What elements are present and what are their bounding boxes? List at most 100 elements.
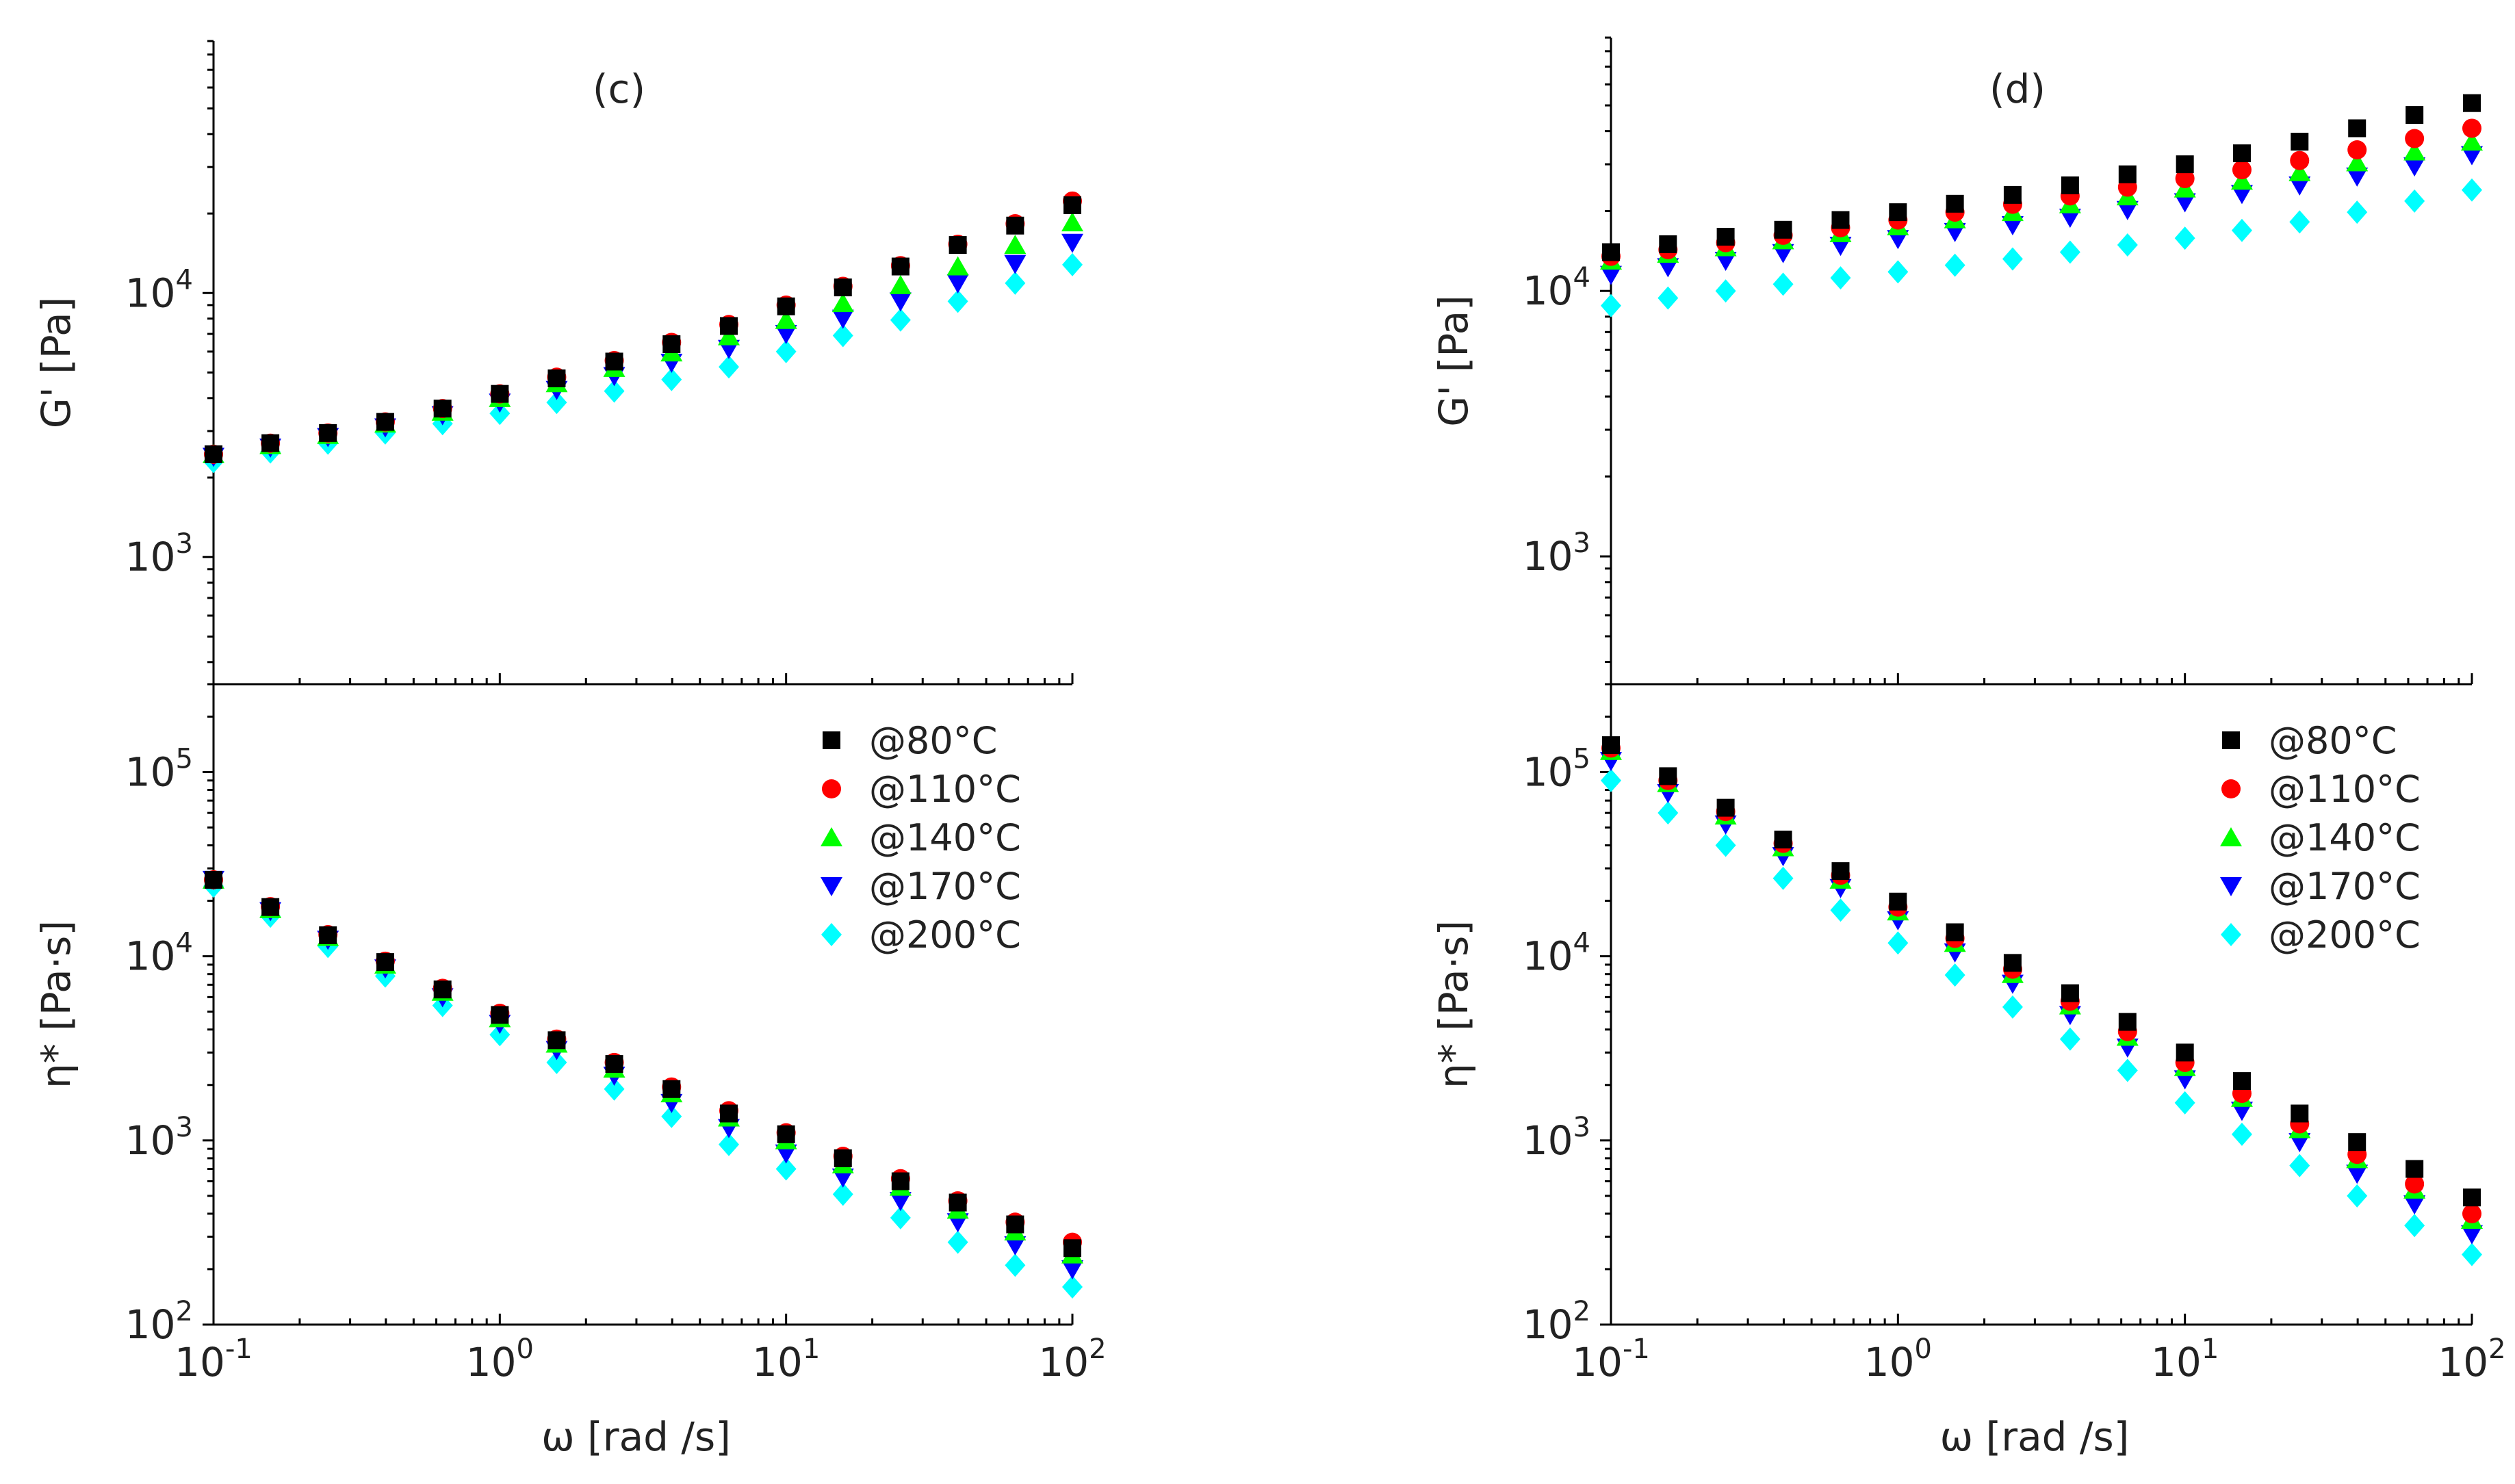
data-point: [1830, 266, 1851, 290]
legend-label: @170°C: [2269, 865, 2421, 908]
legend-label: @110°C: [869, 768, 1021, 811]
data-point: [662, 1080, 681, 1098]
data-point: [1005, 1253, 1026, 1277]
data-point: [2404, 1214, 2425, 1238]
series-110-c: [204, 191, 1082, 464]
data-point: [2461, 1225, 2483, 1245]
legend-label: @140°C: [2269, 816, 2421, 859]
data-point: [2403, 141, 2426, 161]
data-point: [949, 1193, 967, 1212]
data-point: [1772, 866, 1794, 890]
legend-entry: @80°C: [823, 719, 997, 762]
data-point: [832, 324, 853, 348]
data-point: [1601, 294, 1621, 317]
data-point: [947, 1230, 968, 1254]
data-point: [831, 293, 854, 313]
data-point: [661, 367, 682, 391]
series-80-c: [1602, 736, 2481, 1207]
y-axis-title: G' [Pa]: [1430, 295, 1477, 427]
data-point: [834, 1149, 852, 1167]
legend-marker: [2222, 731, 2240, 749]
data-point: [376, 413, 394, 431]
data-point: [2406, 106, 2424, 125]
data-point: [433, 980, 452, 999]
data-point: [1004, 235, 1027, 255]
data-point: [947, 289, 968, 313]
data-point: [1659, 767, 1677, 785]
y-tick-label: 105: [1523, 743, 1590, 795]
data-point: [2230, 170, 2253, 190]
data-point: [1944, 963, 1965, 987]
data-point: [720, 317, 738, 335]
data-point: [946, 274, 969, 294]
data-point: [2117, 233, 2138, 257]
data-point: [1889, 203, 1907, 222]
data-point: [1889, 892, 1907, 911]
panel-label: (d): [1989, 66, 2046, 112]
data-point: [1004, 255, 1027, 274]
data-point: [1658, 286, 1679, 310]
data-point: [261, 434, 280, 452]
data-point: [775, 1157, 797, 1181]
data-point: [1602, 736, 1620, 755]
data-point: [775, 339, 797, 363]
data-point: [1715, 833, 1736, 857]
data-point: [205, 445, 222, 463]
data-point: [2347, 1184, 2368, 1208]
data-point: [1772, 272, 1794, 296]
data-point: [661, 1104, 682, 1128]
data-point: [491, 385, 509, 403]
legend-entry: @140°C: [821, 816, 1021, 859]
legend-label: @110°C: [2269, 768, 2421, 811]
legend-entry: @110°C: [822, 768, 1021, 811]
x-axis-title: ω [rad /s]: [1940, 1414, 2130, 1460]
data-point: [2002, 995, 2023, 1019]
data-point: [1602, 243, 1620, 261]
data-point: [2230, 185, 2253, 205]
data-point: [949, 236, 967, 255]
data-point: [719, 355, 740, 379]
data-point: [2346, 152, 2369, 172]
data-point: [1946, 194, 1964, 213]
data-point: [1946, 923, 1964, 941]
legend-marker: [822, 779, 841, 798]
y-tick-label: 104: [125, 928, 193, 980]
data-point: [2463, 1188, 2481, 1207]
data-point: [546, 391, 567, 415]
x-tick-label: 101: [752, 1333, 820, 1385]
data-point: [2174, 226, 2195, 250]
data-point: [1774, 220, 1792, 239]
data-point: [2288, 161, 2311, 181]
y-tick-label: 104: [1523, 928, 1590, 980]
series-80-c: [205, 870, 1081, 1258]
data-point: [2232, 144, 2251, 163]
data-point: [546, 1050, 567, 1074]
series-80-c: [205, 196, 1081, 463]
data-point: [2288, 176, 2311, 196]
legend-label: @80°C: [869, 719, 997, 762]
data-point: [891, 1172, 910, 1190]
x-tick-label: 100: [1864, 1333, 1932, 1385]
data-point: [1062, 252, 1083, 276]
data-point: [2461, 146, 2483, 166]
data-point: [1944, 253, 1965, 277]
panel-d-bottom-plot: 102 103 104 105 10-1 100 101 102 η* [Pa·s]: [1430, 683, 2506, 1385]
data-point: [2118, 165, 2137, 183]
data-point: [2462, 1203, 2481, 1223]
legend-marker: [821, 877, 842, 896]
data-point: [890, 308, 911, 332]
data-point: [1004, 1236, 1027, 1255]
data-point: [261, 898, 280, 916]
data-point: [719, 1132, 740, 1156]
x-tick-label: 10-1: [175, 1333, 253, 1385]
x-axis-title-c: ω [rad /s]: [541, 1414, 731, 1460]
legend-entry: @200°C: [2221, 913, 2421, 956]
y-tick-label: 103: [1523, 528, 1590, 580]
data-point: [2059, 1027, 2080, 1051]
legend-label: @170°C: [869, 865, 1021, 908]
data-point: [2059, 208, 2081, 228]
data-point: [1774, 831, 1792, 849]
data-point: [1061, 1260, 1083, 1279]
data-point: [2059, 240, 2080, 264]
